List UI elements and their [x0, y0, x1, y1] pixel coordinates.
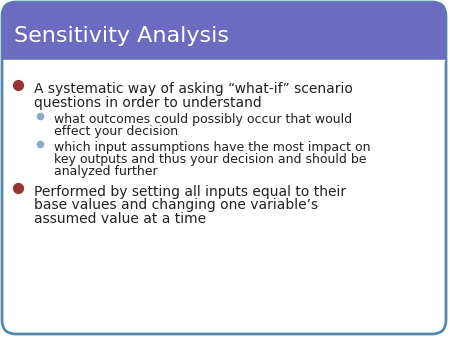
Text: analyzed further: analyzed further	[54, 165, 158, 178]
Text: effect your decision: effect your decision	[54, 125, 178, 138]
Point	[36, 113, 44, 119]
Text: which input assumptions have the most impact on: which input assumptions have the most im…	[54, 141, 370, 154]
Text: Performed by setting all inputs equal to their: Performed by setting all inputs equal to…	[34, 185, 346, 199]
FancyBboxPatch shape	[2, 2, 446, 60]
FancyBboxPatch shape	[2, 2, 446, 334]
Point	[36, 141, 44, 147]
Text: assumed value at a time: assumed value at a time	[34, 212, 206, 226]
Text: what outcomes could possibly occur that would: what outcomes could possibly occur that …	[54, 113, 352, 126]
Text: key outputs and thus your decision and should be: key outputs and thus your decision and s…	[54, 153, 366, 166]
Point	[14, 82, 22, 88]
Text: A systematic way of asking “what-if” scenario: A systematic way of asking “what-if” sce…	[34, 82, 353, 96]
Text: Sensitivity Analysis: Sensitivity Analysis	[14, 26, 229, 46]
Bar	[2, 35, 446, 60]
Text: base values and changing one variable’s: base values and changing one variable’s	[34, 198, 318, 213]
Point	[14, 185, 22, 191]
Text: questions in order to understand: questions in order to understand	[34, 96, 262, 110]
